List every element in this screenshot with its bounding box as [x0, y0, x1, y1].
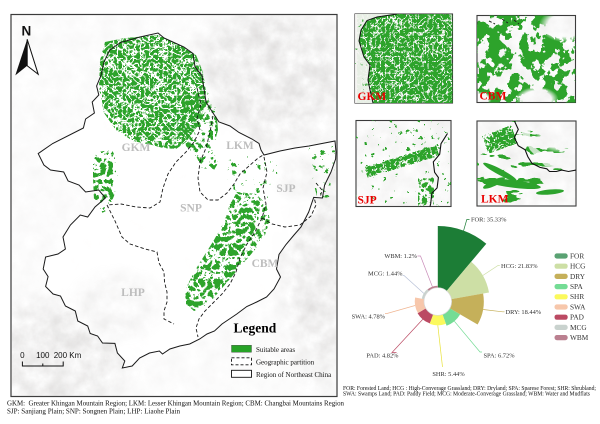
svg-text:PAD: 4.82%: PAD: 4.82% — [366, 353, 399, 360]
svg-text:FOR: 35.33%: FOR: 35.33% — [471, 217, 507, 224]
svg-text:SJP: SJP — [358, 195, 377, 207]
svg-text:HCG: HCG — [570, 262, 586, 271]
svg-text:SWA: 4.78%: SWA: 4.78% — [352, 313, 386, 320]
svg-text:DRY: 18.44%: DRY: 18.44% — [506, 309, 542, 316]
svg-text:LKM: LKM — [481, 194, 509, 206]
svg-text:Suitable areas: Suitable areas — [256, 346, 295, 354]
svg-text:200 Km: 200 Km — [54, 351, 82, 360]
svg-text:MCG: MCG — [570, 323, 587, 332]
svg-text:SJP: Sanjiang Plain; SNP: Song: SJP: Sanjiang Plain; SNP: Songnen Plain;… — [7, 408, 180, 416]
svg-text:Legend: Legend — [234, 321, 277, 336]
svg-text:MCG: 1.44%: MCG: 1.44% — [368, 270, 403, 277]
svg-text:FOR: FOR — [570, 251, 584, 260]
svg-text:FOR: Forested Land; HCG : High: FOR: Forested Land; HCG : High-Converage… — [343, 386, 596, 392]
svg-text:Region of Northeast China: Region of Northeast China — [256, 371, 332, 379]
svg-text:DRY: DRY — [570, 272, 586, 281]
svg-text:GKM: GKM — [122, 142, 151, 154]
svg-text:SPA: 6.72%: SPA: 6.72% — [484, 353, 516, 360]
svg-text:CBM: CBM — [252, 258, 279, 270]
svg-text:SJP: SJP — [276, 183, 295, 195]
svg-text:LHP: LHP — [121, 287, 145, 299]
svg-text:WBM: WBM — [570, 333, 589, 342]
svg-text:SNP: SNP — [180, 203, 202, 215]
svg-text:WBM: 1.2%: WBM: 1.2% — [384, 253, 417, 260]
svg-text:SHR: SHR — [570, 292, 584, 301]
svg-text:HCG: 21.83%: HCG: 21.83% — [501, 263, 538, 270]
svg-text:SWA: Swamps Land; PAD: Paddy F: SWA: Swamps Land; PAD: Paddy Field; MCG:… — [343, 391, 591, 398]
svg-text:GKM: GKM — [358, 91, 387, 103]
svg-text:SWA: SWA — [570, 302, 586, 311]
svg-text:SPA: SPA — [570, 282, 583, 291]
svg-text:0: 0 — [20, 351, 25, 360]
svg-text:LKM: LKM — [226, 140, 254, 152]
svg-text:SHR: 5.44%: SHR: 5.44% — [432, 371, 465, 378]
svg-text:CBM: CBM — [480, 91, 507, 103]
svg-text:GKM: Greater Khingan Mountain: GKM: Greater Khingan Mountain Region; LK… — [7, 400, 344, 408]
svg-text:Geographic partition: Geographic partition — [256, 358, 315, 366]
svg-text:100: 100 — [36, 351, 50, 360]
svg-text:N: N — [22, 24, 32, 39]
svg-text:PAD: PAD — [570, 313, 584, 322]
